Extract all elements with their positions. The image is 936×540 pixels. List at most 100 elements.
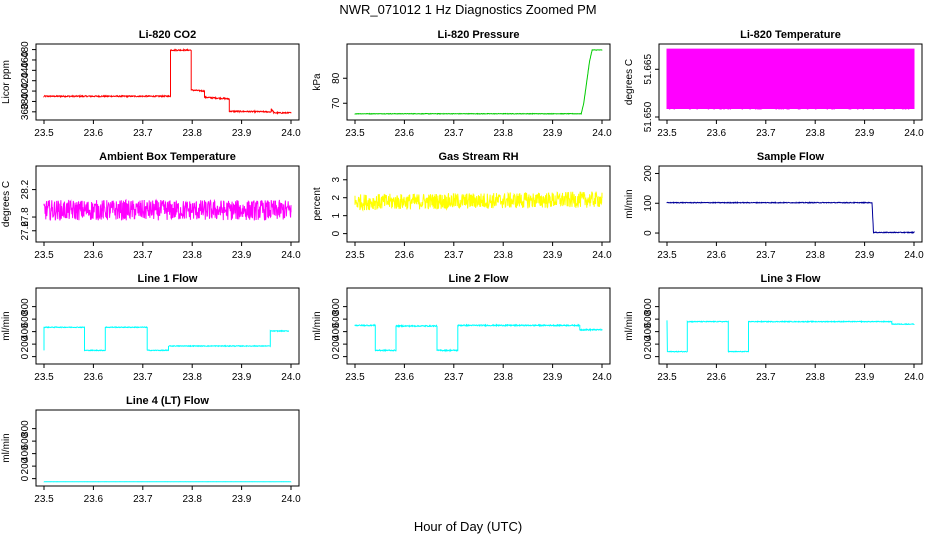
panel-title: Li-820 Temperature [740, 29, 841, 41]
x-tick-label: 23.9 [543, 128, 563, 139]
figure-title: NWR_071012 1 Hz Diagnostics Zoomed PM [339, 2, 596, 17]
y-tick-label: 0 [20, 353, 31, 359]
y-tick-label: 100 [643, 194, 654, 211]
x-tick-label: 23.5 [345, 372, 365, 383]
y-tick-label: 70 [331, 97, 342, 109]
x-tick-label: 23.5 [34, 494, 54, 505]
y-tick-label: 0 [331, 230, 342, 236]
x-tick-label: 23.8 [805, 250, 825, 261]
x-tick-label: 23.6 [707, 250, 727, 261]
panel-3: Ambient Box Temperature degrees C 23.5 23.6… [1, 151, 301, 261]
x-tick-label: 23.5 [657, 250, 677, 261]
x-tick-label: 23.5 [34, 372, 54, 383]
y-tick-label: 420 [20, 72, 31, 89]
panel-frame [658, 287, 923, 365]
panel-9: Line 4 (LT) Flow ml/min 23.5 23.6 23.7 23.8 23… [1, 395, 301, 505]
y-axis-label: ml/min [624, 311, 635, 340]
x-tick-label: 23.9 [232, 128, 252, 139]
panel-5: Sample Flow ml/min 23.5 23.6 23.7 23.8 23.9 24.… [624, 151, 924, 261]
x-tick-label: 23.5 [34, 250, 54, 261]
x-tick-label: 23.8 [493, 372, 513, 383]
x-tick-label: 24.0 [592, 372, 612, 383]
panel-title: Ambient Box Temperature [99, 151, 236, 163]
x-tick-label: 23.5 [657, 372, 677, 383]
y-tick-label: 600 [331, 310, 342, 327]
x-tick-label: 23.5 [34, 128, 54, 139]
x-tick-label: 24.0 [904, 372, 924, 383]
x-tick-label: 23.7 [756, 250, 776, 261]
y-tick-label: 27.6 [20, 221, 31, 241]
y-tick-label: 0 [643, 230, 654, 236]
y-axis-label: ml/min [1, 433, 12, 462]
panel-title: Line 3 Flow [761, 273, 821, 285]
panel-1: Li-820 Pressure kPa 23.5 23.6 23.7 23.8 23.9 24… [312, 29, 612, 139]
series-line-0 [666, 201, 915, 234]
y-tick-label: 0 [643, 353, 654, 359]
x-tick-label: 23.8 [182, 494, 202, 505]
y-tick-label: 400 [20, 323, 31, 340]
series-line-0 [666, 319, 915, 353]
x-tick-label: 23.9 [855, 372, 875, 383]
panel-4: Gas Stream RH percent 23.5 23.6 23.7 23.8 23.9… [312, 151, 612, 261]
panel-frame [658, 165, 923, 243]
y-tick-label: 400 [643, 323, 654, 340]
x-tick-label: 23.7 [133, 128, 153, 139]
y-tick-label: 200 [643, 165, 654, 182]
panel-frame [35, 43, 300, 121]
y-tick-label: 0 [331, 353, 342, 359]
x-tick-label: 23.9 [232, 372, 252, 383]
x-tick-label: 24.0 [281, 250, 301, 261]
x-tick-label: 23.6 [395, 250, 415, 261]
x-tick-label: 23.7 [133, 372, 153, 383]
y-tick-label: 0 [20, 475, 31, 481]
x-tick-label: 23.9 [855, 128, 875, 139]
x-tick-label: 23.7 [444, 250, 464, 261]
y-tick-label: 800 [643, 298, 654, 315]
series-line-0 [43, 198, 292, 221]
panel-frame [658, 43, 923, 121]
y-axis-label: kPa [312, 73, 323, 91]
panel-frame [35, 287, 300, 365]
y-tick-label: 2 [331, 194, 342, 200]
x-tick-label: 23.9 [543, 372, 563, 383]
panels: Li-820 CO2 Licor ppm 23.5 23.6 23.7 23.8 23.9 2… [1, 29, 924, 505]
y-tick-label: 800 [331, 298, 342, 315]
panel-title: Li-820 CO2 [139, 29, 196, 41]
x-tick-label: 23.6 [395, 128, 415, 139]
panel-6: Line 1 Flow ml/min 23.5 23.6 23.7 23.8 23.9 24.… [1, 273, 301, 383]
panel-title: Li-820 Pressure [438, 29, 520, 41]
panel-title: Gas Stream RH [438, 151, 518, 163]
x-tick-label: 23.5 [345, 250, 365, 261]
y-tick-label: 80 [331, 72, 342, 84]
panel-frame [35, 165, 300, 243]
panel-frame [346, 287, 611, 365]
x-tick-label: 24.0 [592, 250, 612, 261]
y-tick-label: 200 [20, 335, 31, 352]
x-tick-label: 23.7 [133, 494, 153, 505]
x-tick-label: 23.7 [133, 250, 153, 261]
y-axis-label: degrees C [624, 59, 635, 105]
x-tick-label: 23.6 [395, 372, 415, 383]
x-tick-label: 23.6 [707, 372, 727, 383]
x-tick-label: 24.0 [904, 250, 924, 261]
x-tick-label: 24.0 [904, 128, 924, 139]
y-tick-label: 380 [20, 93, 31, 110]
x-tick-label: 23.8 [182, 372, 202, 383]
x-tick-label: 23.5 [345, 128, 365, 139]
x-tick-label: 24.0 [281, 372, 301, 383]
y-tick-label: 480 [20, 41, 31, 58]
y-axis-label: ml/min [624, 189, 635, 218]
panel-2: Li-820 Temperature degrees C 23.5 23.6 23.7 2… [624, 29, 924, 139]
x-tick-label: 23.6 [84, 250, 104, 261]
y-tick-label: 1 [331, 212, 342, 218]
x-tick-label: 23.8 [182, 250, 202, 261]
panel-frame [346, 43, 611, 121]
y-tick-label: 200 [643, 335, 654, 352]
y-tick-label: 600 [643, 310, 654, 327]
y-tick-label: 27.8 [20, 207, 31, 227]
figure-xlabel: Hour of Day (UTC) [414, 519, 522, 534]
x-tick-label: 23.7 [756, 128, 776, 139]
x-tick-label: 23.7 [444, 128, 464, 139]
y-tick-label: 400 [20, 82, 31, 99]
y-tick-label: 800 [20, 298, 31, 315]
